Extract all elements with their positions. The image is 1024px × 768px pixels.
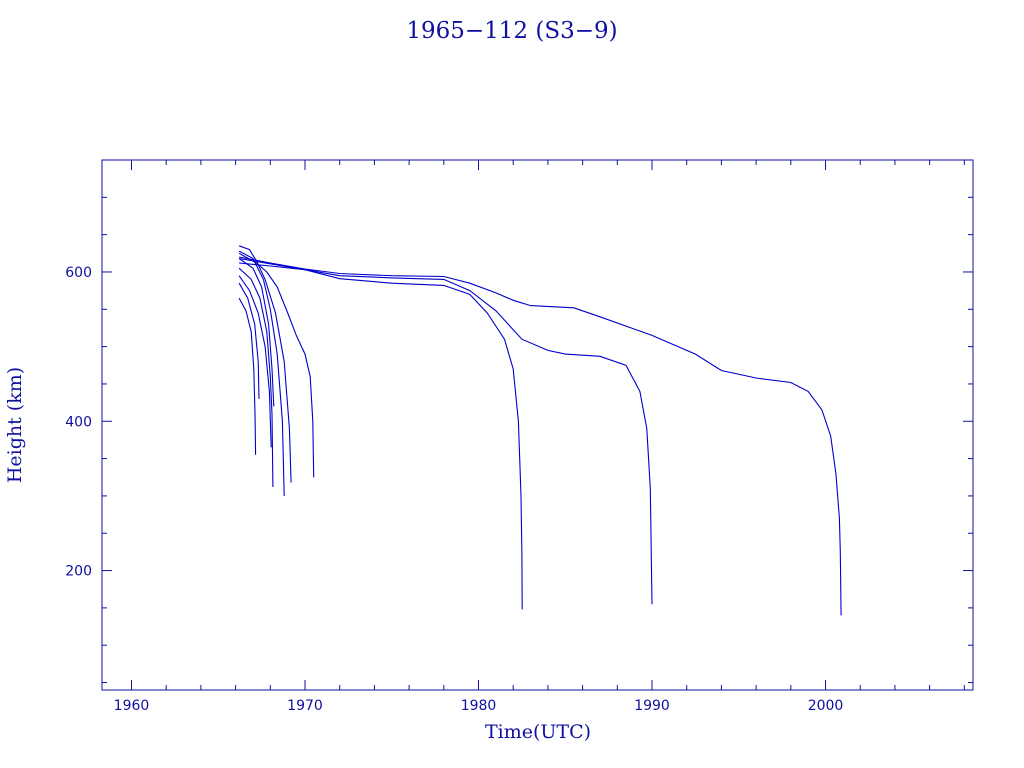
- series-line-6: [238, 250, 285, 496]
- series-line-9: [239, 262, 523, 610]
- x-tick-label: 1970: [287, 698, 323, 714]
- series-line-11: [238, 256, 842, 616]
- series-line-2: [238, 282, 260, 399]
- y-tick-label: 600: [65, 265, 92, 281]
- series-line-5: [238, 258, 275, 407]
- plot-frame: [101, 159, 974, 691]
- series-line-1: [238, 297, 257, 455]
- x-tick-label: 1960: [114, 698, 150, 714]
- series-line-10: [239, 257, 653, 605]
- chart-title: 1965−112 (S3−9): [406, 18, 617, 44]
- series-lines: [238, 245, 842, 616]
- x-axis-label: Time(UTC): [485, 721, 591, 743]
- x-tick-labels: 1960 1970 1980 1990 2000: [114, 698, 844, 714]
- x-tick-label: 1990: [634, 698, 670, 714]
- series-line-8: [238, 252, 315, 478]
- series-line-4: [238, 267, 274, 488]
- y-tick-labels: 200 400 600: [65, 265, 92, 580]
- plot-area: [101, 159, 974, 691]
- x-tick-label: 1980: [461, 698, 497, 714]
- axis-ticks: [102, 159, 973, 690]
- x-tick-label: 2000: [808, 698, 844, 714]
- y-tick-label: 200: [65, 564, 92, 580]
- y-axis-label: Height (km): [4, 367, 26, 483]
- series-line-3: [238, 275, 272, 448]
- y-tick-label: 400: [65, 414, 92, 430]
- series-line-7: [238, 245, 292, 483]
